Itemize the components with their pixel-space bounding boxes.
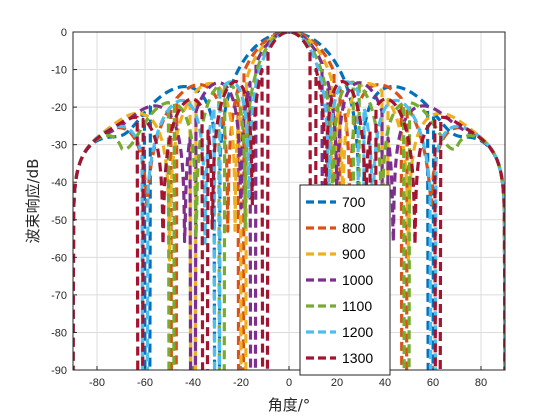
- legend-label-1100: 1100: [342, 298, 372, 314]
- y-tick-label: -70: [51, 290, 67, 302]
- y-tick-label: -40: [51, 177, 67, 189]
- legend-label-900: 900: [342, 246, 366, 262]
- x-tick-label: 40: [379, 377, 391, 389]
- x-tick-label: 60: [427, 377, 439, 389]
- x-axis-title: 角度/°: [268, 396, 311, 414]
- y-tick-label: -30: [51, 140, 67, 152]
- y-tick-label: 0: [61, 27, 67, 39]
- series-line-800: [73, 32, 505, 370]
- x-tick-label: 80: [475, 377, 487, 389]
- x-tick-label: -80: [89, 377, 105, 389]
- y-tick-label: -50: [51, 215, 67, 227]
- y-tick-label: -20: [51, 102, 67, 114]
- series-group: [73, 32, 505, 370]
- legend-label-1300: 1300: [342, 350, 373, 366]
- legend-label-1200: 1200: [342, 324, 373, 340]
- tick-labels: -80 -60 -40 -20 0 20 40 60 800-10-20-30-40-50-60…: [51, 27, 487, 389]
- legend-label-1000: 1000: [342, 272, 373, 288]
- legend-box: [299, 184, 391, 376]
- x-tick-label: 0: [286, 377, 292, 389]
- x-tick-label: -40: [185, 377, 201, 389]
- legend-label-800: 800: [342, 220, 366, 236]
- y-tick-label: -10: [51, 65, 67, 77]
- x-tick-label: -20: [233, 377, 249, 389]
- series-line-900: [73, 32, 505, 370]
- legend: 700 800 900 1000 1100 1200 1300: [299, 184, 391, 376]
- series-line-1000: [73, 32, 505, 370]
- x-tick-label: -60: [137, 377, 153, 389]
- legend-label-700: 700: [342, 194, 366, 210]
- plot-area: [73, 32, 505, 370]
- series-line-1100: [73, 32, 505, 370]
- y-axis-title: 波束响应/dB: [24, 159, 42, 244]
- y-tick-label: -80: [51, 327, 67, 339]
- y-tick-label: -90: [51, 365, 67, 377]
- x-tick-label: 20: [331, 377, 343, 389]
- y-tick-label: -60: [51, 252, 67, 264]
